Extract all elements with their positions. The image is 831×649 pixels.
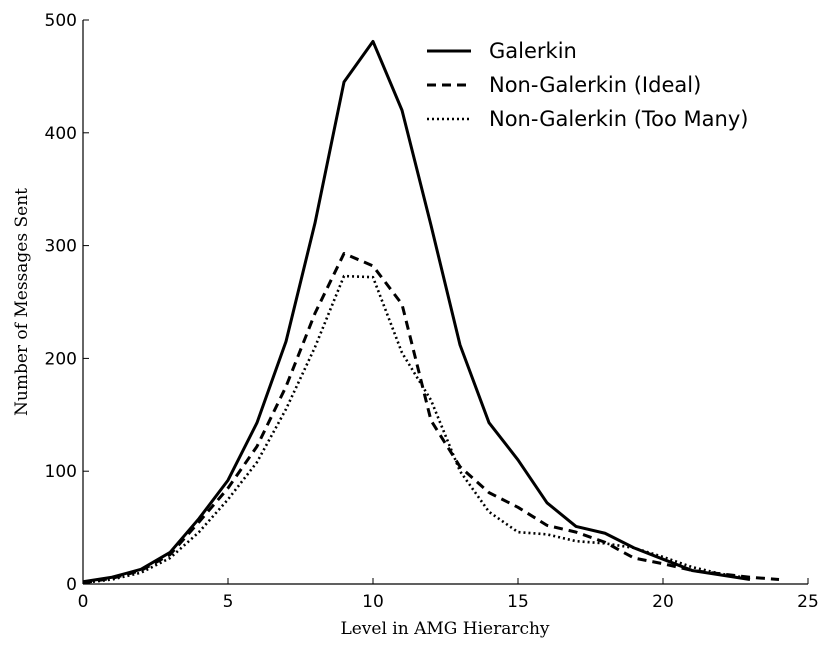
y-tick-label: 400 <box>45 124 77 144</box>
x-tick-label: 15 <box>507 592 529 612</box>
tick-layer: 0 5 10 15 20 25 0 100 200 300 400 500 <box>45 11 819 612</box>
y-tick-label: 100 <box>45 462 77 482</box>
y-tick-label: 500 <box>45 11 77 31</box>
x-axis-label: Level in AMG Hierarchy <box>340 619 549 639</box>
series-layer <box>82 39 780 585</box>
y-tick-label: 300 <box>45 237 77 257</box>
x-tick-label: 5 <box>223 592 234 612</box>
x-tick-label: 20 <box>652 592 674 612</box>
legend-label-non-galerkin-ideal: Non-Galerkin (Ideal) <box>489 73 701 97</box>
series-line-galerkin <box>82 39 751 584</box>
y-tick-label: 0 <box>66 575 77 595</box>
series-line-non-galerkin-too-many <box>82 274 751 585</box>
series-line-non-galerkin-ideal <box>82 252 780 585</box>
x-tick-label: 10 <box>362 592 384 612</box>
plot-area: 0 5 10 15 20 25 0 100 200 300 400 500 <box>45 11 819 612</box>
legend: Galerkin Non-Galerkin (Ideal) Non-Galerk… <box>427 39 748 131</box>
y-axis-label: Number of Messages Sent <box>12 188 32 416</box>
x-tick-label: 0 <box>78 592 89 612</box>
x-tick-label: 25 <box>797 592 819 612</box>
legend-label-non-galerkin-too-many: Non-Galerkin (Too Many) <box>489 107 748 131</box>
y-tick-label: 200 <box>45 349 77 369</box>
legend-label-galerkin: Galerkin <box>489 39 577 63</box>
